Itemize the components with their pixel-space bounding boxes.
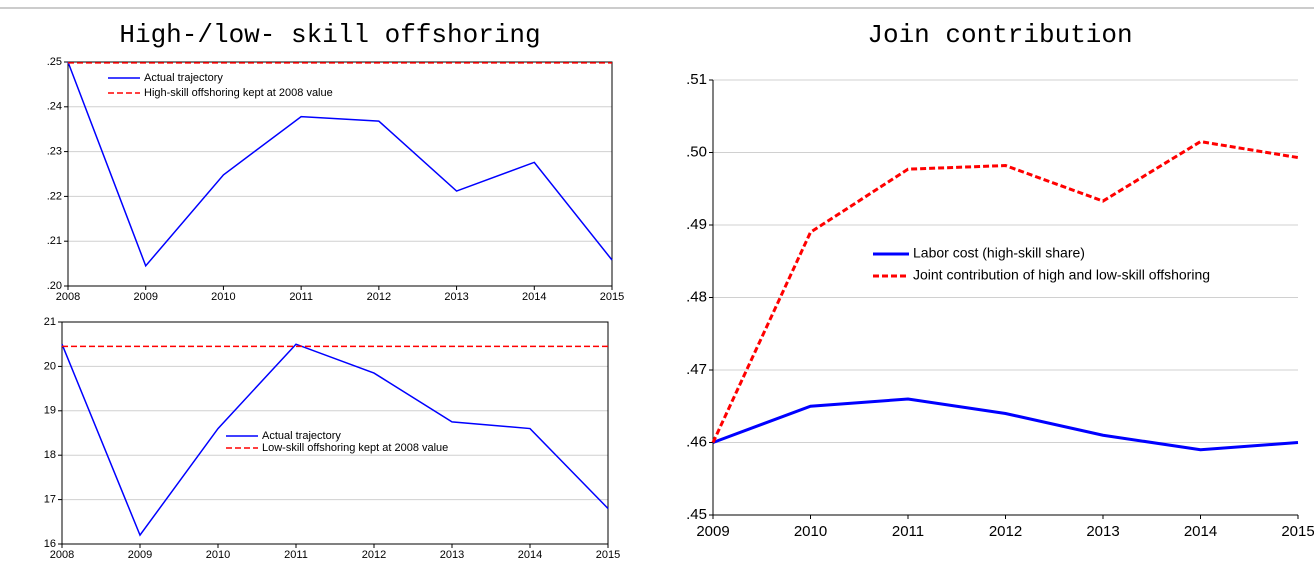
y-tick-label: .45	[686, 506, 707, 523]
y-tick-label: 20	[44, 360, 56, 372]
x-tick-label: 2014	[518, 549, 542, 561]
y-tick-label: .49	[686, 216, 707, 233]
y-tick-label: 18	[44, 449, 56, 461]
x-tick-label: 2010	[206, 549, 230, 561]
legend-label: Actual trajectory	[262, 430, 341, 442]
y-tick-label: .50	[686, 143, 707, 160]
x-tick-label: 2014	[1184, 523, 1217, 540]
x-tick-label: 2015	[600, 291, 624, 303]
x-tick-label: 2013	[1086, 523, 1119, 540]
x-tick-label: 2014	[522, 291, 546, 303]
y-tick-label: 19	[44, 405, 56, 417]
legend-label: Low-skill offshoring kept at 2008 value	[262, 442, 448, 454]
series-line	[67, 61, 613, 268]
y-tick-label: 16	[44, 538, 56, 550]
x-tick-label: 2012	[362, 549, 386, 561]
x-tick-label: 2009	[128, 549, 152, 561]
y-tick-label: .22	[47, 190, 62, 202]
x-tick-label: 2010	[211, 291, 235, 303]
x-tick-label: 2012	[989, 523, 1022, 540]
x-tick-label: 2013	[444, 291, 468, 303]
y-tick-label: .46	[686, 433, 707, 450]
x-tick-label: 2008	[56, 291, 80, 303]
y-tick-label: .48	[686, 288, 707, 305]
series-line	[711, 140, 1299, 444]
y-tick-label: .25	[47, 56, 62, 68]
chart-title: Join contribution	[867, 20, 1132, 50]
y-tick-label: .51	[686, 71, 707, 88]
x-tick-label: 2015	[596, 549, 620, 561]
series-line	[712, 397, 1299, 452]
y-tick-label: .20	[47, 280, 62, 292]
y-tick-label: .47	[686, 361, 707, 378]
y-tick-label: 17	[44, 494, 56, 506]
x-tick-label: 2013	[440, 549, 464, 561]
legend-label: Joint contribution of high and low-skill…	[913, 267, 1210, 283]
x-tick-label: 2012	[367, 291, 391, 303]
legend-label: High-skill offshoring kept at 2008 value	[144, 87, 333, 99]
x-tick-label: 2015	[1281, 523, 1314, 540]
legend-label: Labor cost (high-skill share)	[913, 245, 1085, 261]
x-tick-label: 2011	[289, 291, 313, 303]
x-tick-label: 2009	[133, 291, 157, 303]
plot-frame	[67, 61, 613, 287]
y-tick-label: .23	[47, 146, 62, 158]
chart-title: High-/low- skill offshoring	[119, 20, 540, 50]
x-tick-label: 2011	[892, 523, 924, 540]
x-tick-label: 2008	[50, 549, 74, 561]
x-tick-label: 2009	[696, 523, 729, 540]
x-tick-label: 2011	[284, 549, 308, 561]
series-line	[61, 343, 609, 537]
y-tick-label: .21	[47, 235, 62, 247]
y-tick-label: .24	[47, 101, 62, 113]
legend-label: Actual trajectory	[144, 72, 223, 84]
plot-frame	[61, 321, 609, 545]
y-tick-label: 21	[44, 316, 56, 328]
x-tick-label: 2010	[794, 523, 827, 540]
